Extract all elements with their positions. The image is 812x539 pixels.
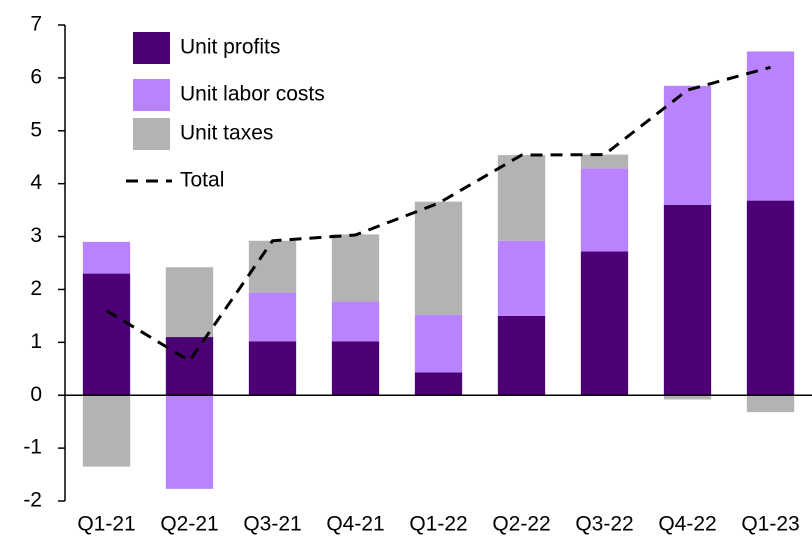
legend-label: Unit taxes <box>180 122 273 145</box>
bar <box>248 240 297 293</box>
y-tick-label: -1 <box>23 436 42 459</box>
x-tick-label: Q3-22 <box>575 513 633 536</box>
bar <box>331 341 380 396</box>
bar <box>248 341 297 396</box>
bar <box>580 251 629 396</box>
x-tick-label: Q1-23 <box>741 513 799 536</box>
bar <box>580 154 629 169</box>
x-tick-label: Q2-22 <box>492 513 550 536</box>
bar <box>497 155 546 241</box>
bar <box>82 273 131 396</box>
bar <box>414 314 463 373</box>
x-tick-label: Q2-21 <box>160 513 218 536</box>
bar <box>580 168 629 252</box>
bar <box>331 301 380 342</box>
y-tick-label: -2 <box>23 489 42 512</box>
y-tick-label: 6 <box>30 65 42 88</box>
y-tick-label: 0 <box>30 383 42 406</box>
legend-label: Unit profits <box>180 36 280 59</box>
x-tick-label: Q3-21 <box>243 513 301 536</box>
total-line <box>105 65 771 363</box>
bar <box>165 395 214 489</box>
x-tick-label: Q4-21 <box>326 513 384 536</box>
bar <box>663 395 712 400</box>
bar <box>165 267 214 338</box>
y-tick-label: 1 <box>30 330 42 353</box>
bar <box>663 204 712 396</box>
legend-swatch <box>133 118 170 150</box>
bar <box>82 241 131 274</box>
bar <box>497 240 546 316</box>
y-tick-label: 2 <box>30 277 42 300</box>
y-tick-label: 5 <box>30 118 42 141</box>
y-tick-label: 4 <box>30 171 42 194</box>
bar <box>497 315 546 396</box>
x-tick-label: Q1-21 <box>77 513 135 536</box>
bar <box>663 85 712 205</box>
legend-swatch <box>133 32 170 64</box>
legend-label: Total <box>180 169 224 192</box>
x-tick-label: Q1-22 <box>409 513 467 536</box>
bar <box>414 372 463 396</box>
bar <box>165 337 214 396</box>
x-tick-label: Q4-22 <box>658 513 716 536</box>
bar <box>82 395 131 467</box>
bar <box>331 234 380 302</box>
bar <box>746 395 795 413</box>
bar <box>746 51 795 201</box>
legend-swatch <box>133 79 170 111</box>
y-tick-label: 7 <box>30 13 42 36</box>
legend-label: Unit labor costs <box>180 83 325 106</box>
y-tick-label: 3 <box>30 224 42 247</box>
bar <box>746 200 795 396</box>
bar <box>414 201 463 315</box>
bar <box>248 292 297 342</box>
